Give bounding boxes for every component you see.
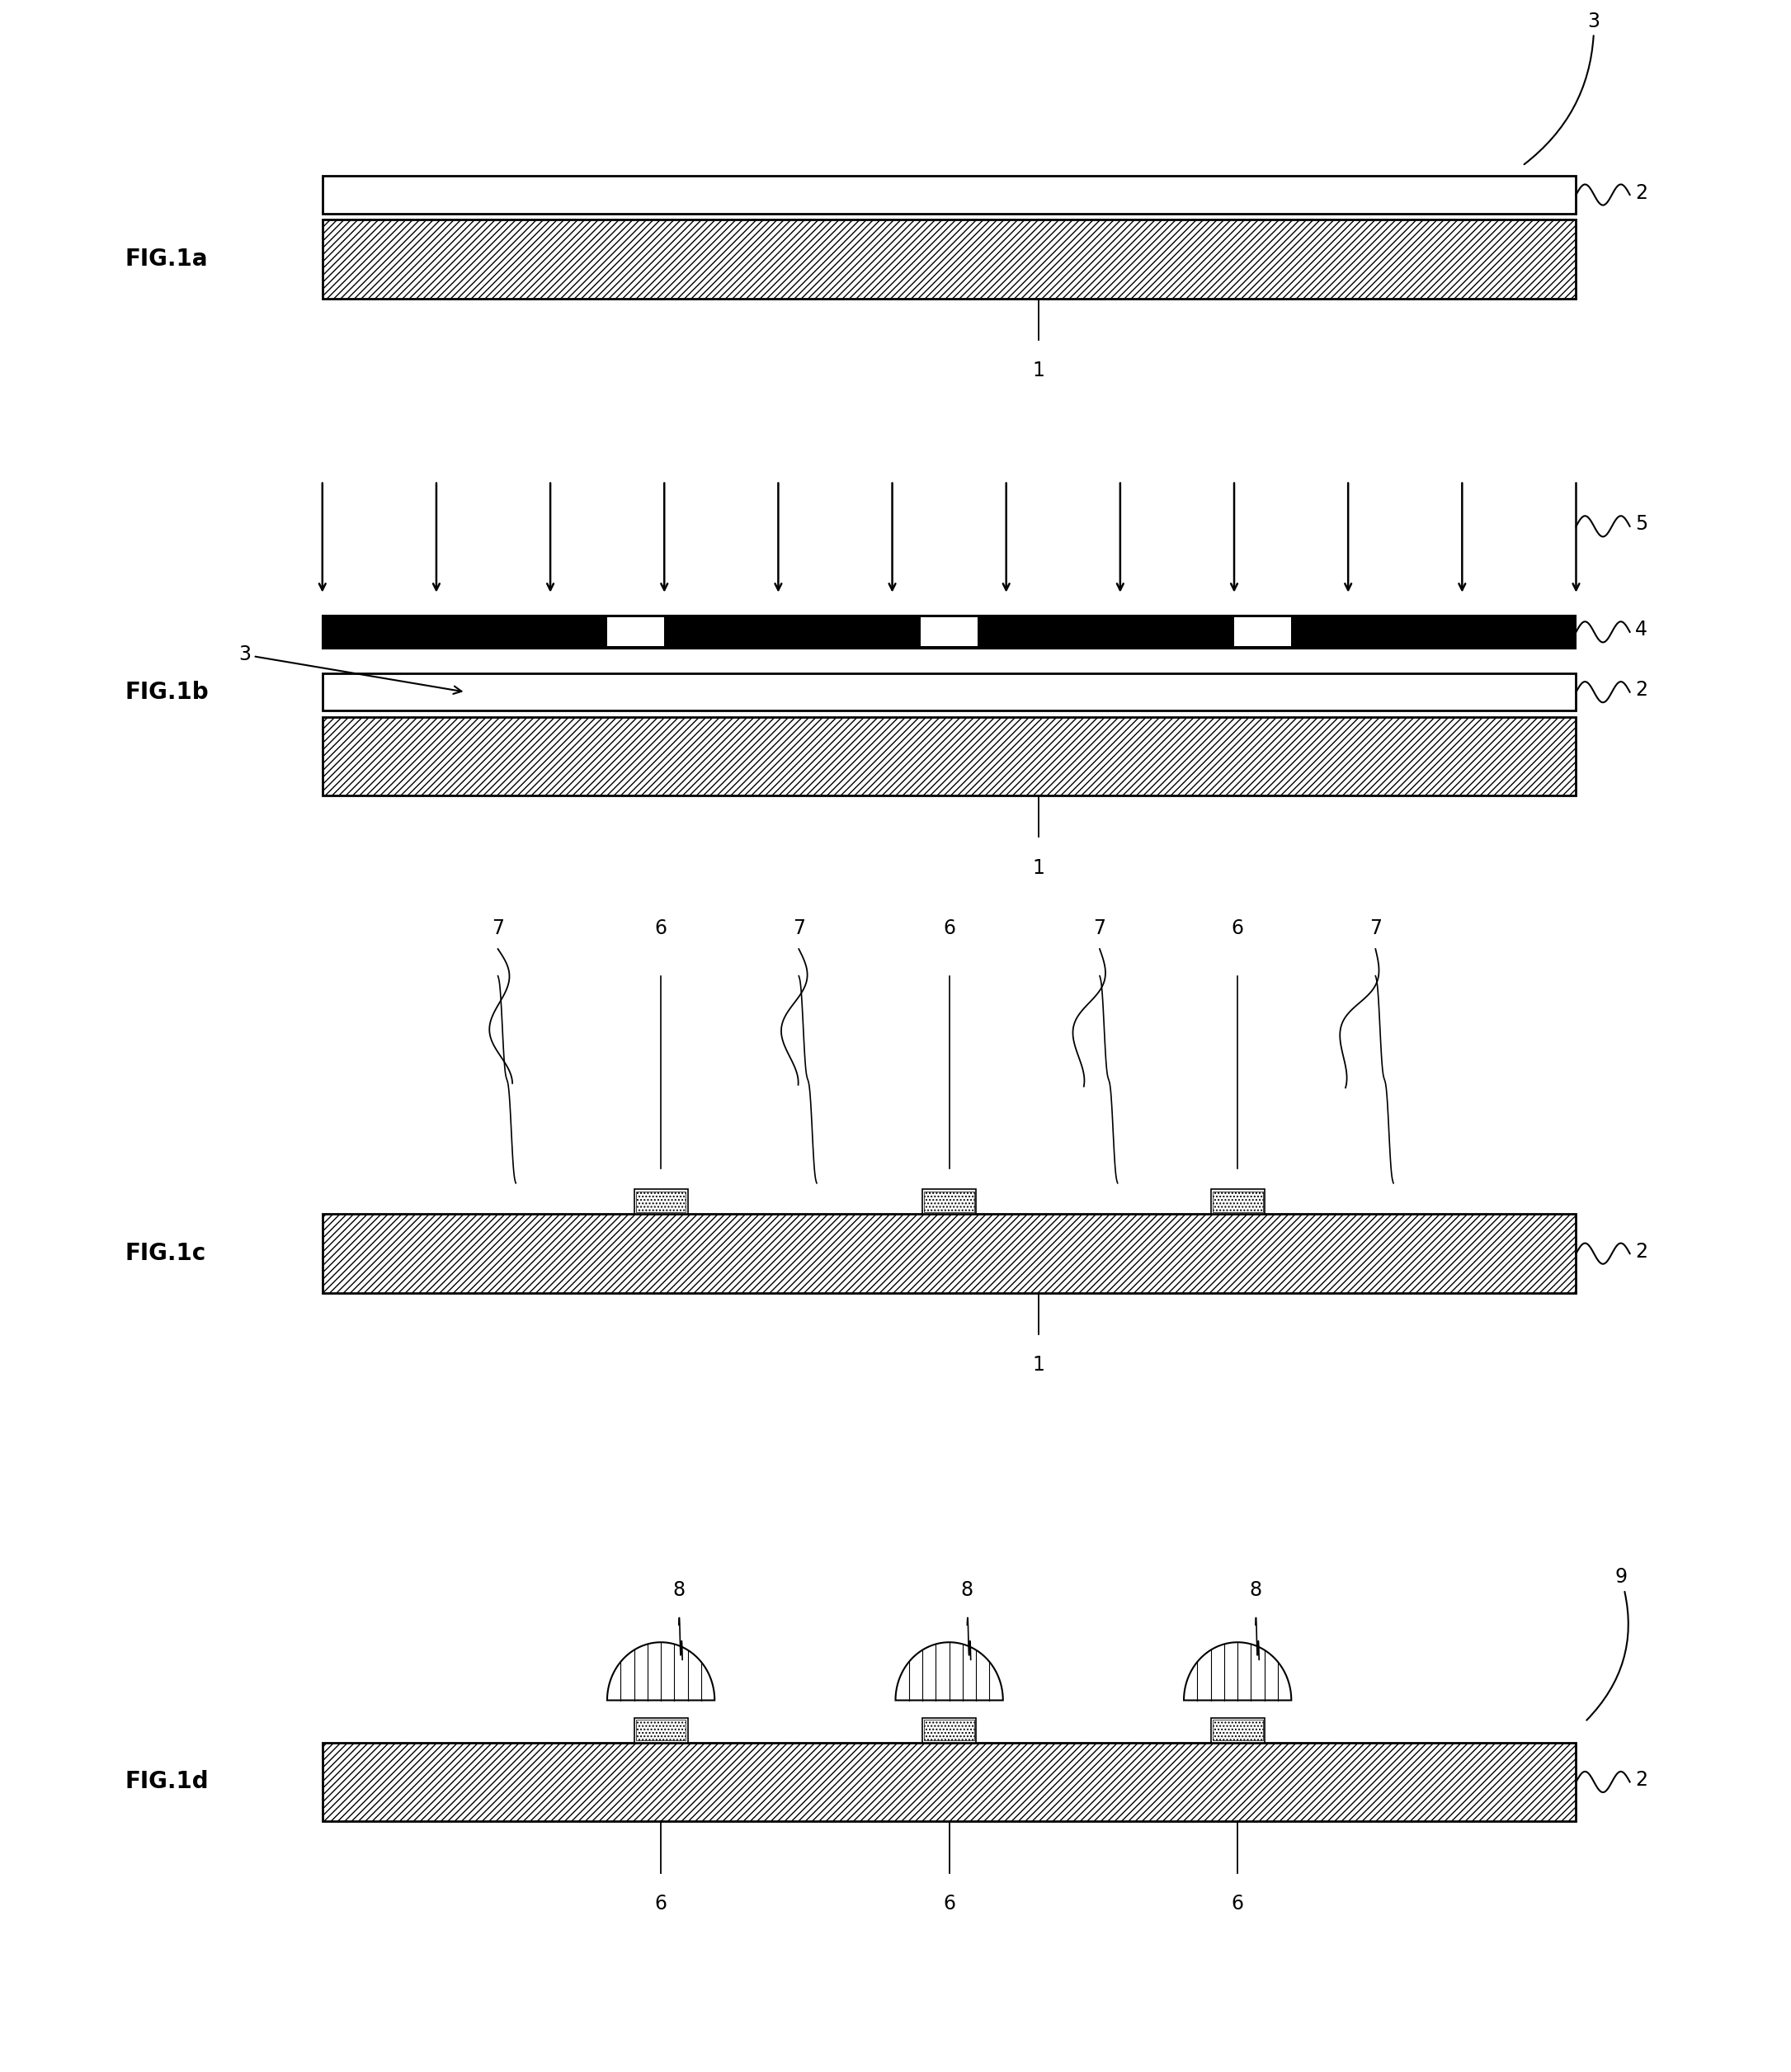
Bar xyxy=(607,617,664,646)
Text: 2: 2 xyxy=(1635,1241,1648,1262)
Text: 8: 8 xyxy=(962,1581,973,1600)
Text: 7: 7 xyxy=(1094,918,1105,939)
Text: 6: 6 xyxy=(656,1894,666,1915)
Bar xyxy=(636,1720,686,1740)
Bar xyxy=(322,176,1576,213)
Polygon shape xyxy=(607,1643,715,1701)
Text: 8: 8 xyxy=(673,1581,684,1600)
Bar xyxy=(1234,617,1291,646)
Bar xyxy=(921,617,978,646)
Text: 3: 3 xyxy=(238,644,462,694)
Bar xyxy=(924,1720,974,1740)
Text: 2: 2 xyxy=(1635,1769,1648,1790)
Text: 2: 2 xyxy=(1635,182,1648,203)
Text: FIG.1d: FIG.1d xyxy=(125,1769,210,1794)
Text: 6: 6 xyxy=(944,1894,955,1915)
Text: 2: 2 xyxy=(1635,680,1648,700)
Polygon shape xyxy=(896,1643,1003,1701)
Text: 5: 5 xyxy=(1635,514,1648,535)
Bar xyxy=(634,1189,688,1214)
Text: 1: 1 xyxy=(1033,361,1044,381)
Bar xyxy=(1213,1191,1263,1212)
Bar xyxy=(922,1718,976,1743)
Bar xyxy=(322,615,1576,649)
Text: 6: 6 xyxy=(944,918,955,939)
Text: 7: 7 xyxy=(1370,918,1381,939)
Text: 7: 7 xyxy=(793,918,804,939)
Text: 6: 6 xyxy=(1232,1894,1243,1915)
Text: 4: 4 xyxy=(1635,620,1648,640)
Text: FIG.1c: FIG.1c xyxy=(125,1241,206,1266)
Polygon shape xyxy=(1184,1643,1291,1701)
Text: FIG.1a: FIG.1a xyxy=(125,247,208,271)
Bar xyxy=(322,220,1576,298)
Text: FIG.1b: FIG.1b xyxy=(125,680,210,704)
Text: 1: 1 xyxy=(1033,1355,1044,1376)
Bar xyxy=(1211,1189,1264,1214)
Bar xyxy=(1213,1720,1263,1740)
Bar xyxy=(322,1214,1576,1293)
Bar xyxy=(322,673,1576,711)
Bar xyxy=(922,1189,976,1214)
Text: 7: 7 xyxy=(493,918,503,939)
Text: 8: 8 xyxy=(1250,1581,1261,1600)
Bar xyxy=(636,1191,686,1212)
Text: 1: 1 xyxy=(1033,858,1044,879)
Bar xyxy=(322,1743,1576,1821)
Text: 3: 3 xyxy=(1524,10,1599,164)
Bar xyxy=(1211,1718,1264,1743)
Bar xyxy=(634,1718,688,1743)
Text: 9: 9 xyxy=(1587,1566,1628,1720)
Bar xyxy=(322,717,1576,796)
Bar xyxy=(924,1191,974,1212)
Text: 6: 6 xyxy=(656,918,666,939)
Text: 6: 6 xyxy=(1232,918,1243,939)
